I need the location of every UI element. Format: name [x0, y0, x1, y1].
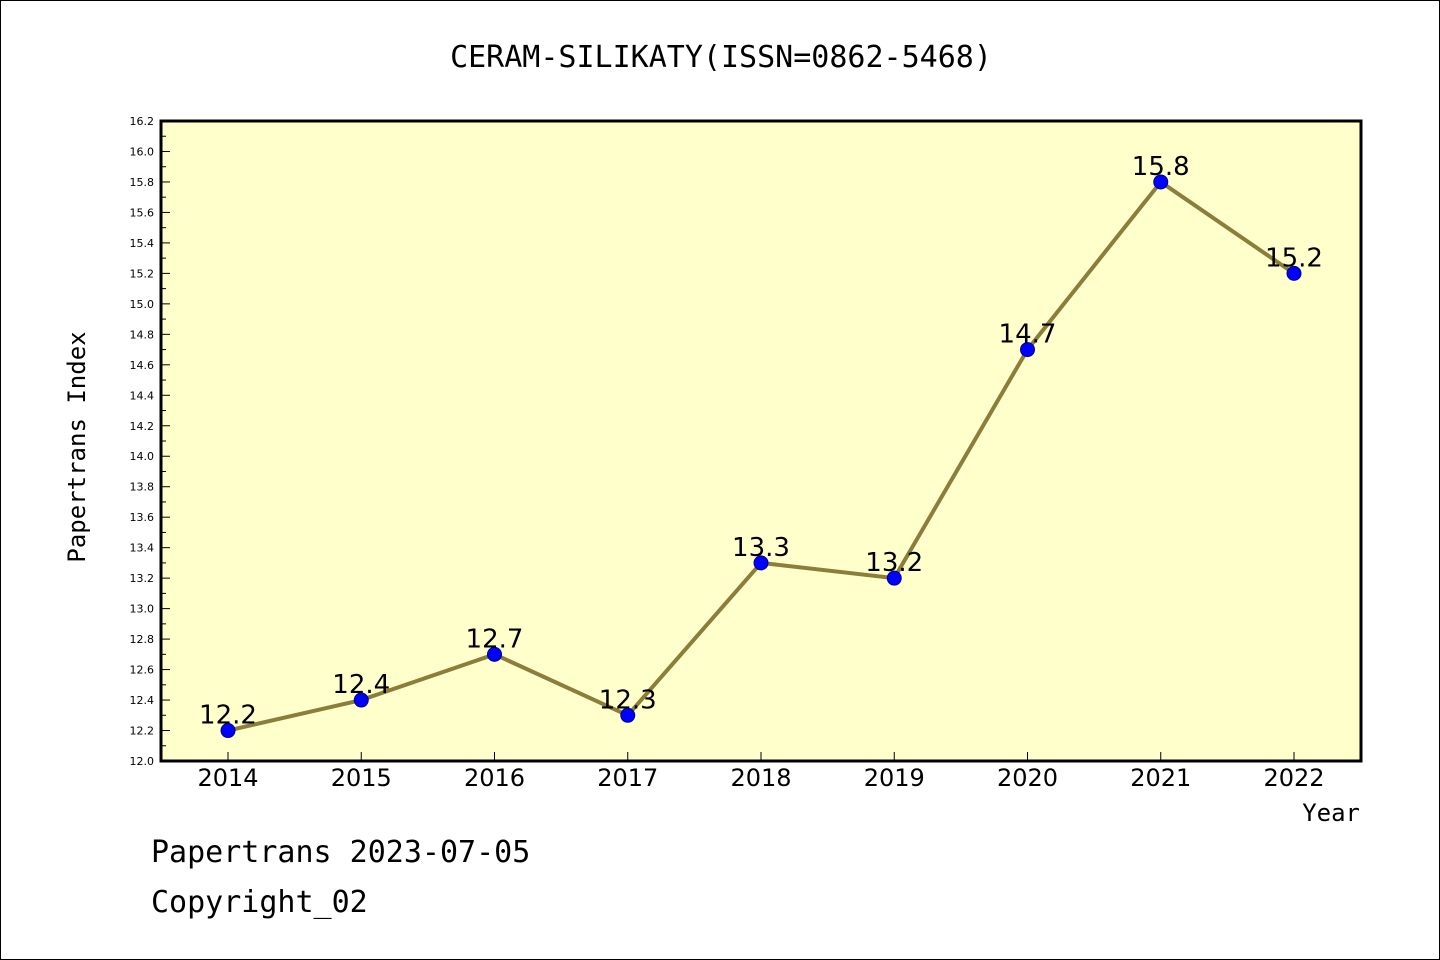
- y-tick-label: 16.0: [130, 145, 155, 158]
- data-point: [220, 723, 236, 739]
- data-point: [886, 570, 902, 586]
- y-tick-label: 12.8: [130, 633, 155, 646]
- x-axis: 2014 2015 2016 2017 2018 2019 2020 2021 2022: [197, 752, 1325, 792]
- y-tick-label: 12.4: [130, 694, 155, 707]
- y-tick-label: 14.0: [130, 450, 155, 463]
- plot-area: [159, 119, 1363, 763]
- x-tick-label: 2022: [1263, 764, 1324, 792]
- x-tick-label: 2019: [864, 764, 925, 792]
- y-tick-label: 14.4: [130, 389, 155, 402]
- y-tick-label: 13.2: [130, 572, 155, 585]
- x-tick-label: 2021: [1130, 764, 1191, 792]
- x-tick-label: 2017: [597, 764, 658, 792]
- data-label: 12.4: [332, 670, 390, 700]
- x-axis-label: Year: [1302, 799, 1360, 827]
- y-tick-label: 16.2: [130, 115, 155, 128]
- data-label: 14.7: [999, 320, 1057, 350]
- y-tick-label: 12.0: [130, 755, 155, 768]
- y-tick-label: 15.8: [130, 176, 155, 189]
- y-tick-label: 14.8: [130, 328, 155, 341]
- data-point: [1153, 174, 1169, 190]
- y-tick-label: 13.4: [130, 542, 155, 555]
- data-point: [1020, 342, 1035, 358]
- data-label: 12.2: [199, 701, 257, 731]
- series-layer: 12.2 12.4 12.7 12.3 13.3 13.2 14.7 15.8 15.2: [199, 152, 1323, 739]
- y-axis-label: Papertrans Index: [63, 331, 91, 562]
- data-point: [620, 707, 636, 723]
- data-label: 12.7: [466, 624, 524, 654]
- data-label: 13.2: [865, 548, 923, 578]
- y-tick-label: 14.2: [130, 420, 155, 433]
- y-tick-label: 15.6: [130, 206, 155, 219]
- y-tick-label: 12.2: [130, 725, 155, 738]
- data-label: 15.2: [1265, 243, 1323, 273]
- data-label: 15.8: [1132, 152, 1190, 182]
- y-axis: 12.0 12.2 12.4 12.6 12.8 13.0 13.2 13.4 13.6 13.8…: [130, 115, 170, 768]
- y-tick-label: 15.4: [130, 237, 155, 250]
- y-tick-label: 14.6: [130, 359, 155, 372]
- x-tick-label: 2018: [730, 764, 791, 792]
- data-point: [753, 555, 769, 571]
- y-tick-label: 13.8: [130, 481, 155, 494]
- data-point: [1286, 265, 1302, 281]
- x-tick-label: 2020: [997, 764, 1058, 792]
- chart-title: CERAM-SILIKATY(ISSN=0862-5468): [450, 40, 992, 75]
- data-label: 13.3: [732, 533, 790, 563]
- x-tick-label: 2014: [197, 764, 258, 792]
- y-tick-label: 13.6: [130, 511, 155, 524]
- data-point: [353, 692, 369, 708]
- footer-copyright: Copyright_02: [151, 885, 368, 920]
- y-tick-label: 12.6: [130, 664, 155, 677]
- footer-date: Papertrans 2023-07-05: [151, 835, 531, 870]
- x-tick-label: 2015: [331, 764, 392, 792]
- data-point: [487, 646, 502, 662]
- y-tick-label: 13.0: [130, 603, 155, 616]
- y-tick-label: 15.2: [130, 267, 155, 280]
- y-tick-label: 15.0: [130, 298, 155, 311]
- data-label: 12.3: [599, 685, 657, 715]
- x-tick-label: 2016: [464, 764, 525, 792]
